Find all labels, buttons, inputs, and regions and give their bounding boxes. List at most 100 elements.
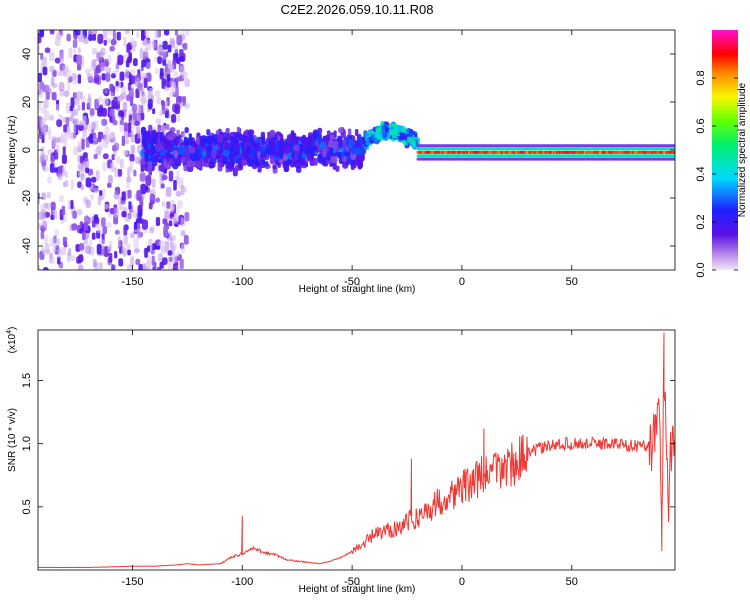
spectrogram-cell	[87, 123, 92, 132]
spectrogram-cell	[56, 144, 60, 153]
spectrogram-cell	[127, 249, 131, 256]
spectrogram-cell	[140, 94, 147, 105]
spectrogram-cell	[47, 176, 52, 184]
spectrogram-y-ticks: -40 -20 0 20 40	[21, 48, 675, 254]
spectrogram-cell	[286, 134, 292, 144]
spectrogram-cell	[190, 151, 198, 161]
spectrogram-cell	[115, 63, 120, 73]
spectrogram-cell	[369, 137, 373, 144]
spectrogram-cell	[374, 132, 380, 139]
spectrogram-cell	[63, 71, 67, 77]
spectrogram-cell	[46, 191, 51, 199]
spectrogram-cell	[57, 173, 63, 180]
spectrogram-cell	[153, 138, 158, 144]
spectrogram-cell	[109, 83, 114, 92]
spectrogram-cell	[155, 118, 161, 124]
spectrogram-cell	[116, 31, 121, 41]
spectrogram-cell	[39, 155, 45, 164]
spectrogram-cell	[65, 171, 69, 179]
colorbar-ticks: 0.0 0.2 0.4 0.6 0.8	[695, 70, 738, 278]
spectrogram-cell	[211, 150, 217, 159]
spectrogram-cell	[66, 33, 71, 42]
spectrogram-cell	[40, 146, 45, 157]
spectrogram-cell	[86, 73, 93, 81]
spectrogram-cell	[400, 133, 406, 141]
spectrogram-cell	[90, 194, 94, 200]
spectrogram-cell	[118, 110, 124, 118]
spectrogram-cell	[72, 119, 77, 125]
spectrogram-cell	[148, 87, 154, 95]
spectrogram-cell	[120, 119, 124, 126]
spectrogram-cell	[184, 127, 189, 134]
spectrogram-cell	[195, 160, 202, 169]
spectrogram-cell	[113, 191, 119, 200]
spectrogram-cell	[159, 157, 164, 163]
spectrogram-cell	[77, 47, 81, 54]
spectrogram-cell	[177, 146, 184, 154]
spectrogram-cell	[137, 205, 143, 214]
spectrogram-cell	[180, 185, 185, 196]
spectrogram-cell	[49, 162, 55, 173]
spectrogram-cell	[57, 70, 64, 77]
spectrogram-cell	[41, 209, 47, 220]
spectrogram-cell	[57, 248, 62, 259]
spectrogram-cell	[155, 68, 159, 75]
spectrogram-cell	[70, 179, 74, 190]
spectrogram-cell	[335, 165, 340, 172]
spectrogram-cell	[97, 195, 102, 206]
spectrogram-cell	[73, 92, 79, 101]
spectrogram-cell	[180, 230, 186, 237]
spectrogram-cell	[326, 150, 331, 161]
spectrogram-cell	[52, 136, 57, 148]
spectrogram-cell	[97, 33, 104, 44]
spectrogram-cell	[232, 137, 238, 143]
spectrogram-cell	[133, 58, 138, 67]
spectrogram-y-tick-label: -20	[21, 190, 33, 206]
spectrogram-cell	[159, 148, 166, 157]
spectrogram-cell	[54, 57, 61, 64]
spectrogram-cell	[135, 258, 141, 266]
spectrogram-cell	[113, 96, 118, 104]
spectrogram-cell	[283, 162, 290, 173]
spectrogram-cell	[181, 217, 186, 227]
spectrogram-cell	[65, 117, 70, 127]
snr-scale-label: (x104)	[6, 327, 18, 354]
spectrogram-cell	[61, 247, 66, 256]
spectrogram-cell	[128, 166, 133, 175]
snr-scale-prefix: (x10	[7, 333, 18, 353]
spectrogram-cell	[52, 242, 57, 254]
spectrogram-cell	[83, 222, 89, 231]
spectrogram-cell	[110, 38, 117, 46]
spectrogram-cell	[412, 140, 416, 148]
spectrogram-cell	[184, 211, 190, 222]
snr-frame	[37, 329, 676, 571]
spectrogram-cell	[176, 129, 180, 137]
spectrogram-cell	[216, 134, 224, 143]
spectrogram-cell	[293, 144, 300, 152]
spectrogram-cell	[337, 137, 343, 144]
spectrogram-cell	[104, 88, 108, 94]
spectrogram-cell	[130, 144, 135, 154]
spectrogram-cell	[95, 99, 100, 109]
spectrogram-cell	[159, 240, 165, 248]
spectrogram-cell	[241, 159, 247, 166]
spectrogram-cell	[82, 36, 89, 45]
spectrogram-cell	[188, 133, 192, 142]
spectrogram-cell	[291, 151, 295, 159]
spectrogram-cell	[109, 45, 115, 52]
spectrogram-cell	[129, 153, 135, 162]
spectrogram-cell	[255, 157, 259, 167]
snr-y-axis-title: SNR (10 * v/v)	[7, 408, 18, 472]
snr-x-tick-label: 0	[459, 576, 465, 588]
spectrogram-cell	[160, 144, 165, 151]
spectrogram-x-tick-label: 50	[566, 276, 578, 288]
spectrogram-cell	[184, 78, 190, 88]
spectrogram-cell	[330, 156, 338, 164]
spectrogram-cell	[107, 182, 112, 188]
spectrogram-cell	[47, 148, 53, 156]
snr-x-ticks: -150 -100 -50 0 50	[121, 330, 578, 588]
spectrogram-cell	[183, 234, 189, 245]
spectrogram-cell	[68, 77, 72, 83]
snr-x-tick-label: -150	[121, 576, 143, 588]
spectrogram-cell	[102, 153, 109, 160]
